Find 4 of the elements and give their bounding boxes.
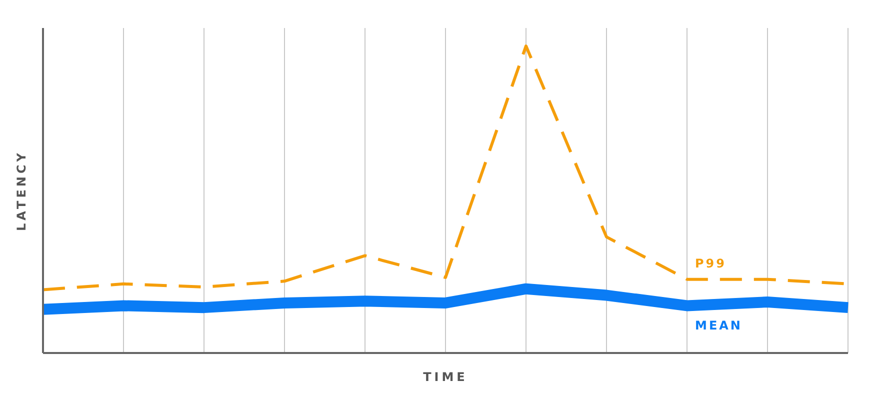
x-axis-title: TIME xyxy=(423,370,468,384)
series-label: P99 xyxy=(695,256,726,270)
series-label: MEAN xyxy=(695,318,742,333)
y-axis-title: LATENCY xyxy=(14,150,28,231)
